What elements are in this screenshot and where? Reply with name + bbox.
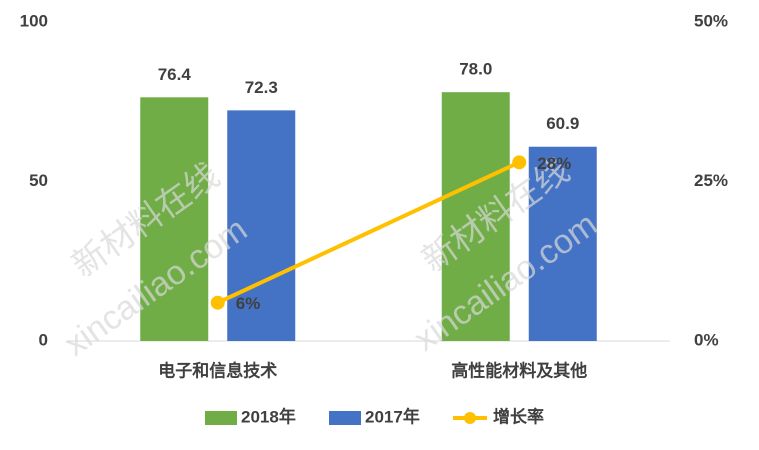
legend-swatch [205,411,237,425]
x-tick-label: 高性能材料及其他 [451,360,587,380]
value-label: 28% [537,154,571,173]
bar [528,146,597,341]
value-label: 60.9 [546,114,579,133]
line-point [512,155,527,170]
y2-tick-label: 0% [694,330,719,349]
line [216,160,521,305]
value-label: 78.0 [459,60,492,79]
y2-tick-label: 25% [694,171,728,190]
line-point [210,295,225,310]
bar [441,92,510,342]
y-tick-label: 50 [29,171,48,190]
bar [227,110,296,341]
y2-tick-label: 50% [694,11,728,30]
legend-marker [464,412,476,424]
x-tick-label: 电子和信息技术 [158,360,277,380]
legend-label: 2017年 [365,406,420,426]
legend-swatch [329,411,361,425]
value-label: 6% [236,294,261,313]
y-tick-label: 0 [39,330,48,349]
legend-label: 2018年 [241,406,296,426]
value-label: 72.3 [245,78,278,97]
y-tick-label: 100 [20,11,48,30]
legend-label: 增长率 [493,406,544,426]
value-label: 76.4 [158,65,192,84]
bar [140,97,209,341]
